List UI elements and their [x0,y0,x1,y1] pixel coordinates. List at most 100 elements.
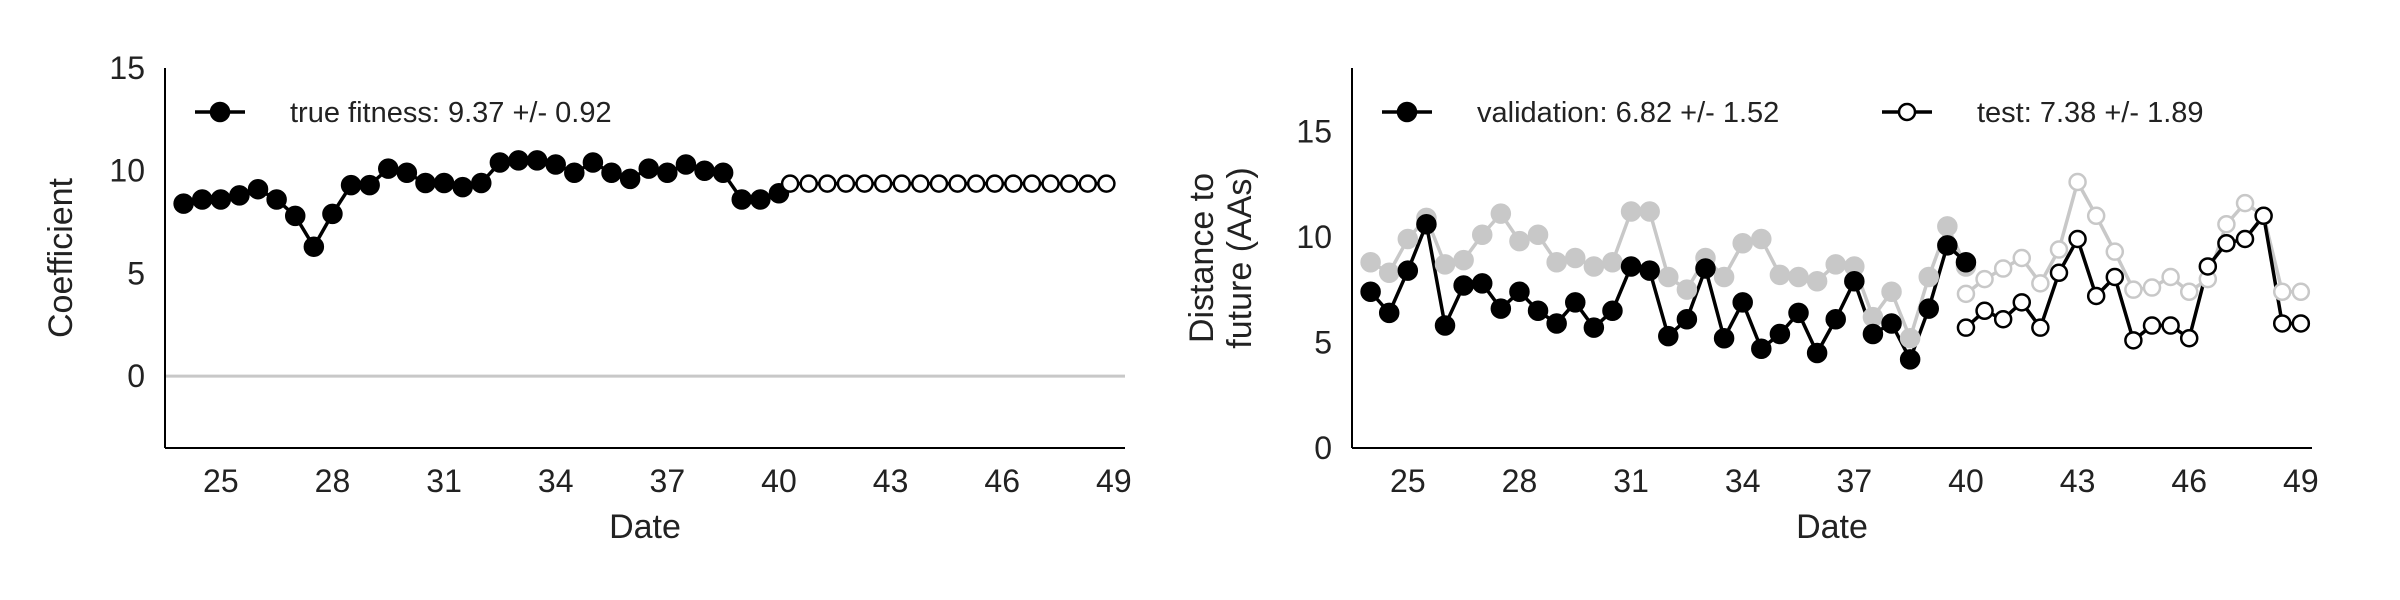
x-tick-label: 37 [1837,463,1873,499]
data-point [471,172,492,194]
open-data-point [1975,269,1994,289]
open-data-point [780,174,800,193]
y-tick-label: 15 [109,50,145,86]
open-data-point [2291,314,2311,333]
x-tick-label: 49 [1096,463,1132,499]
data-point [1620,201,1642,222]
data-point [173,193,194,214]
data-point [322,203,343,225]
data-point [1509,281,1530,303]
data-point [1825,308,1846,330]
x-tick-label: 25 [203,463,239,499]
data-point [1695,258,1716,279]
data-point [191,189,213,210]
data-point [359,174,380,196]
open-data-point [2105,242,2125,261]
y-tick-label: 0 [1314,430,1332,466]
x-tick-label: 28 [315,463,351,499]
data-point [229,185,250,206]
data-point [1490,298,1512,319]
data-point [1453,275,1474,296]
data-point [545,154,566,175]
data-point [1676,279,1698,300]
data-point [1788,302,1809,324]
open-data-point [1975,301,1994,321]
open-data-point [1022,174,1042,193]
data-point [1602,300,1623,322]
open-data-point [799,174,818,193]
data-point [415,172,436,194]
open-data-point [1993,309,2013,329]
open-data-point [2012,248,2032,268]
data-point [1453,249,1474,271]
x-tick-label: 31 [1613,463,1649,499]
x-tick-label: 43 [873,463,909,499]
data-point [1397,260,1419,281]
data-point [340,174,362,196]
open-data-point [1078,174,1098,193]
y-axis-label: Distance to [1183,173,1221,343]
open-data-point [985,174,1005,193]
data-point [1788,266,1809,288]
x-tick-label: 40 [1948,463,1984,499]
data-point [601,162,622,184]
data-point [433,172,455,194]
open-data-point [2179,282,2199,302]
open-data-point [2086,206,2106,226]
data-point [1434,315,1456,336]
data-point [619,168,641,190]
data-point [1639,260,1660,281]
x-tick-label: 34 [1725,463,1761,499]
data-point [1676,308,1698,330]
y-tick-label: 15 [1296,113,1332,149]
open-data-point [2217,214,2236,234]
data-point [247,178,269,200]
data-point [750,189,771,210]
data-point [1658,266,1679,288]
data-point [1937,235,1958,256]
legend-label: validation: 6.82 +/- 1.52 [1477,97,1779,129]
data-point [1490,203,1512,224]
open-data-point [818,174,837,193]
open-data-point [966,174,986,193]
data-point [1527,300,1549,322]
data-point [396,162,418,184]
y-tick-label: 10 [109,153,145,189]
data-point [564,162,585,184]
data-point [1751,228,1772,250]
data-point [1620,256,1642,277]
data-point [1546,313,1567,334]
coefficient-chart-panel: 25 28 31 34 37 40 43 46 49 0 5 10 15 Date Coefficient t… [42,50,1132,546]
data-point [1509,230,1530,252]
data-point [1918,298,1939,319]
data-point [1881,313,1902,334]
open-data-point [2161,316,2180,335]
y-axis-label: Coefficient [42,177,80,338]
data-point [489,152,511,173]
data-point [1881,281,1902,303]
legend-open-marker [1897,102,1917,122]
open-data-point [2161,267,2180,287]
data-point [675,154,697,175]
open-data-point [2291,282,2311,302]
data-point [638,158,659,179]
data-point [1806,342,1828,364]
x-tick-label: 25 [1390,463,1426,499]
open-data-point [2105,267,2125,287]
data-point [1527,224,1549,246]
open-data-point [2179,328,2199,348]
open-data-point [873,174,893,193]
data-point [1825,254,1846,275]
data-point [1378,262,1400,284]
open-data-point [2086,286,2106,306]
open-data-point [2124,331,2143,350]
legend-label: test: 7.38 +/- 1.89 [1977,97,2204,129]
data-point [266,189,287,210]
x-tick-label: 49 [2283,463,2319,499]
data-point [1602,251,1623,273]
y-tick-label: 10 [1296,219,1332,255]
data-point [1434,254,1456,275]
x-axis-label: Date [1796,508,1868,546]
open-data-point [2217,233,2236,253]
